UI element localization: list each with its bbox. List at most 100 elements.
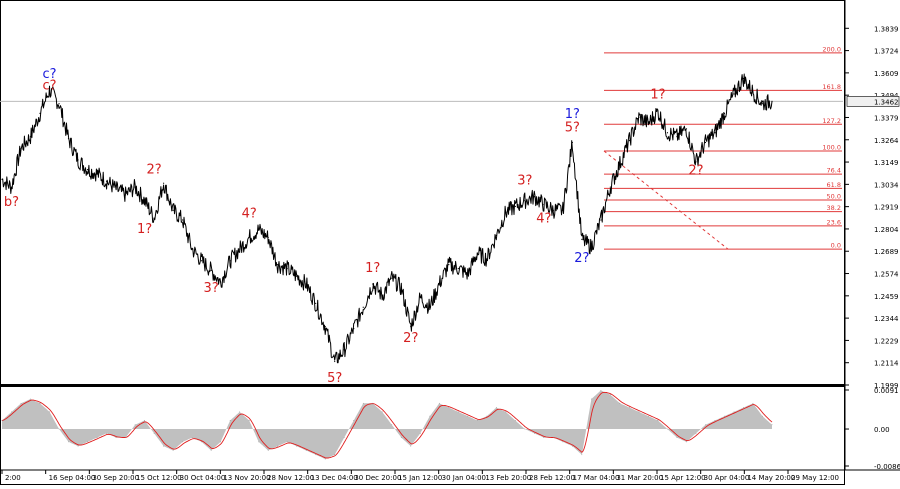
price-tick-label: 1.2689	[874, 248, 899, 256]
time-tick-label: 30 Sep 20:00	[92, 474, 139, 482]
price-point	[438, 283, 440, 285]
price-point	[543, 203, 545, 206]
oscillator-point	[220, 441, 222, 443]
oscillator-point	[362, 402, 364, 404]
time-tick-label: 14 May 20:00	[747, 474, 795, 482]
wave-label: 3?	[517, 174, 532, 189]
price-point	[191, 248, 193, 250]
price-point	[134, 186, 136, 188]
fib-trend-line	[603, 150, 729, 250]
oscillator-point	[267, 450, 269, 451]
oscillator-point	[286, 441, 288, 443]
oscillator-signal-line	[1, 391, 773, 459]
price-tick-label: 1.2114	[874, 360, 899, 368]
wave-label: 4?	[536, 212, 551, 227]
oscillator-point	[39, 402, 41, 404]
fib-level-label: 100.0	[822, 144, 841, 152]
fib-level-label: 76.4	[827, 167, 841, 175]
oscillator-point	[476, 420, 478, 421]
oscillator-point	[77, 445, 79, 447]
oscillator-point	[771, 424, 773, 426]
price-point	[305, 283, 307, 285]
wave-label: 1?	[565, 107, 580, 122]
oscillator-point	[686, 441, 687, 443]
oscillator-point	[648, 415, 649, 417]
oscillator-point	[315, 454, 317, 456]
oscillator-point	[590, 398, 592, 400]
price-tick-label: 1.1999	[874, 382, 899, 390]
price-point	[400, 287, 402, 289]
wave-label: 4?	[242, 207, 257, 222]
oscillator-point	[733, 411, 735, 413]
price-point	[105, 180, 108, 182]
oscillator-point	[571, 445, 573, 447]
price-point	[143, 200, 146, 202]
price-tick-label: 1.2459	[874, 293, 899, 301]
price-point	[761, 103, 764, 105]
time-tick-label: 17 Mar 04:00	[573, 474, 620, 482]
oscillator-point	[543, 437, 545, 439]
price-point	[182, 219, 184, 221]
price-point	[733, 93, 735, 95]
fib-level-label: 50.0	[827, 193, 841, 201]
price-point	[239, 248, 241, 250]
oscillator-point	[1, 420, 3, 421]
price-tick-label: 1.3034	[874, 181, 899, 189]
oscillator-point	[467, 415, 469, 417]
price-point	[353, 327, 355, 330]
oscillator-point	[324, 458, 326, 460]
time-tick-label: 13 Nov 20:00	[223, 474, 270, 482]
oscillator-point	[638, 411, 640, 413]
price-tick-label: 1.3724	[874, 48, 899, 56]
price-point	[96, 172, 98, 175]
price-point	[505, 211, 507, 213]
time-tick-label: 30 Dec 20:00	[354, 474, 401, 482]
price-tick-label: 1.3839	[874, 25, 899, 33]
oscillator-point	[125, 437, 126, 439]
price-point	[685, 128, 688, 130]
wave-label: 1?	[137, 222, 152, 237]
price-tick-label: 1.2229	[874, 337, 899, 345]
panel-separator	[0, 384, 845, 387]
price-point	[562, 209, 564, 211]
oscillator-point	[581, 454, 583, 456]
oscillator-point	[134, 424, 136, 426]
oscillator-point	[210, 450, 212, 451]
price-point	[372, 283, 374, 285]
oscillator-point	[495, 407, 497, 408]
time-tick-label: 30 Oct 04:00	[180, 474, 226, 482]
price-point	[495, 234, 497, 237]
oscillator-point	[49, 411, 50, 413]
price-point	[457, 267, 459, 270]
oscillator-point	[30, 398, 31, 400]
oscillator-point	[11, 411, 12, 413]
price-point	[48, 89, 51, 91]
time-tick-label: 15 Jan 12:00	[398, 474, 442, 482]
time-tick-label: 28 Nov 12:00	[267, 474, 314, 482]
oscillator-point	[705, 424, 706, 426]
oscillator-point	[172, 450, 174, 451]
price-point	[210, 269, 212, 272]
price-point	[638, 116, 640, 118]
oscillator-point	[68, 441, 69, 443]
price-point	[486, 258, 488, 260]
oscillator-point	[695, 432, 697, 434]
price-point	[296, 275, 298, 277]
oscillator-point	[400, 437, 402, 439]
price-point	[172, 209, 174, 211]
oscillator-point	[87, 441, 88, 443]
price-point	[124, 194, 127, 196]
price-point	[39, 112, 41, 114]
price-point	[286, 267, 288, 270]
price-point	[771, 100, 773, 102]
price-point	[29, 136, 32, 138]
price-point	[258, 229, 260, 231]
oscillator-point	[258, 441, 260, 443]
price-point	[714, 132, 716, 134]
oscillator-point	[248, 420, 250, 421]
price-point	[514, 205, 516, 208]
price-point	[115, 188, 117, 190]
